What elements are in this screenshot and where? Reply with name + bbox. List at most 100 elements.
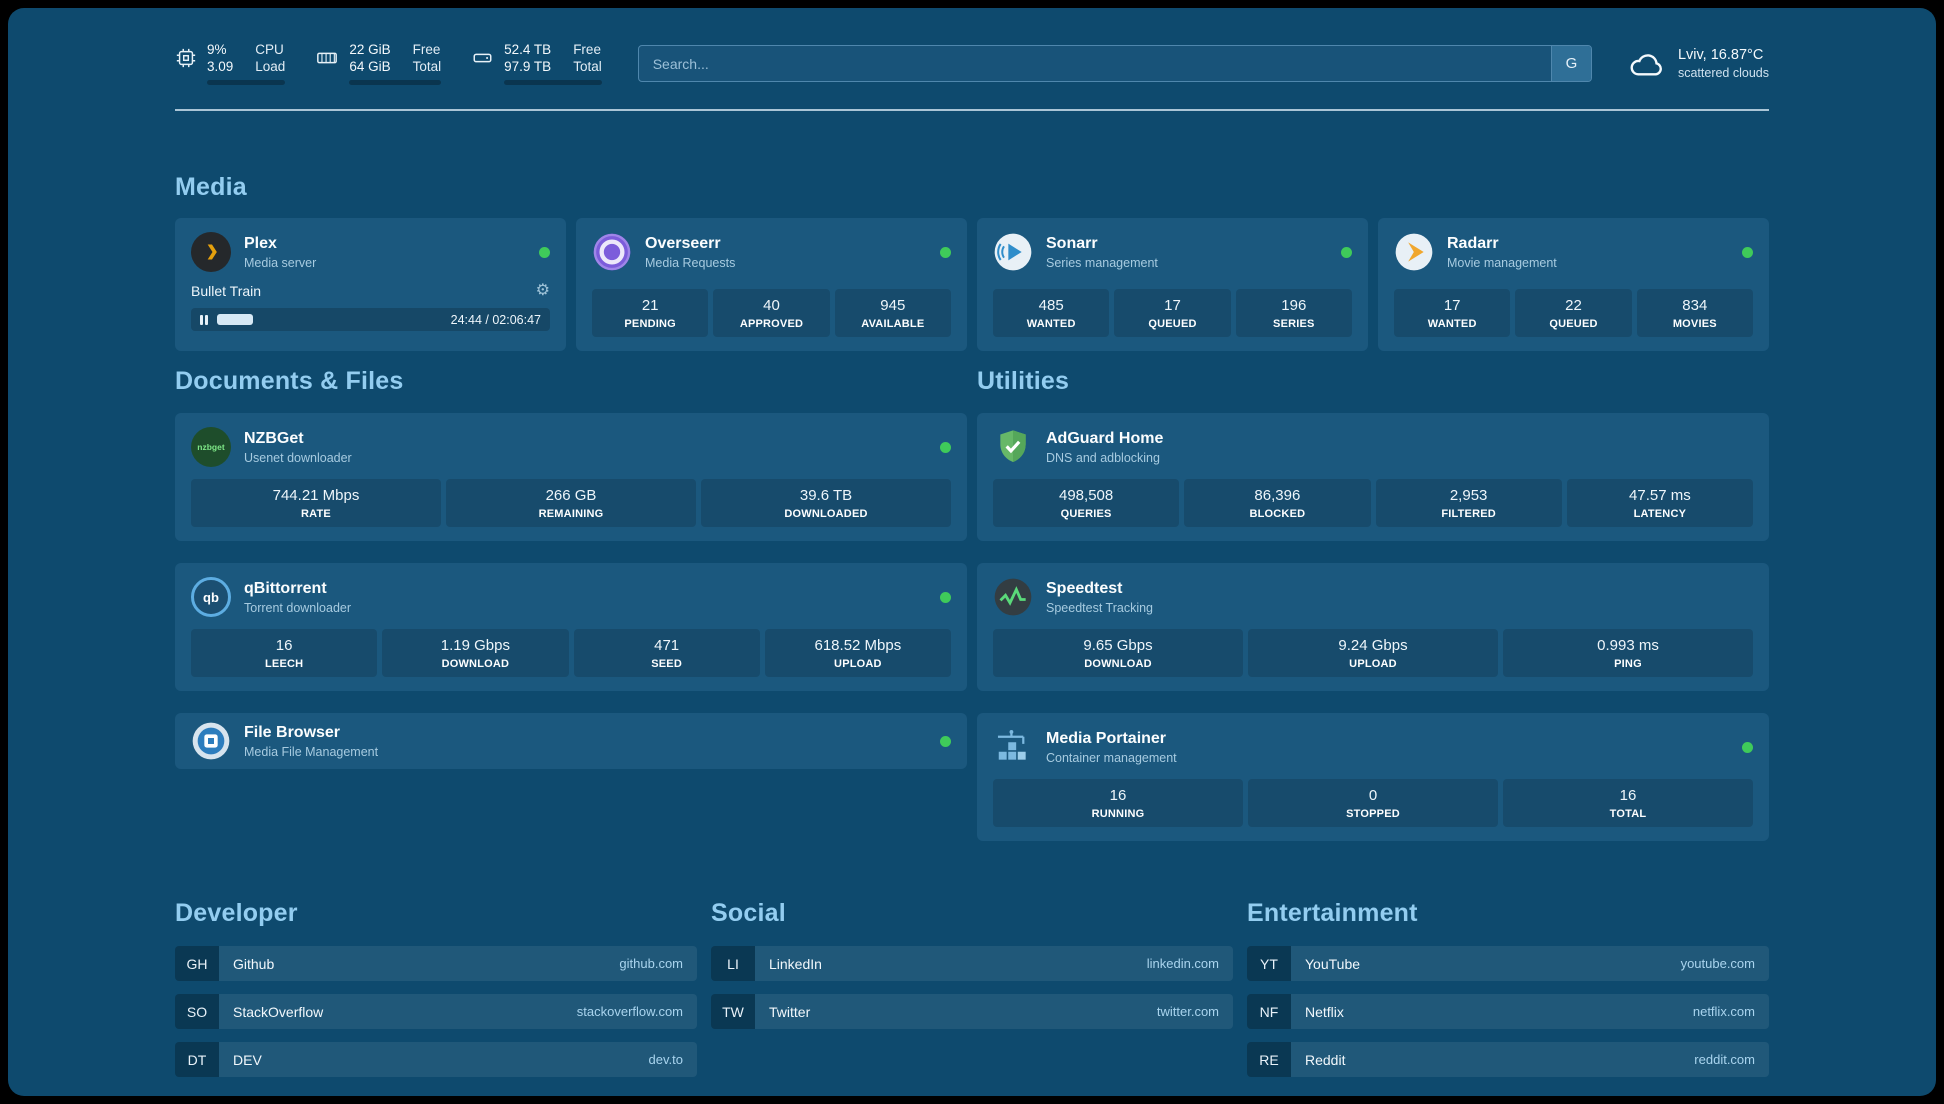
app-card-radarr[interactable]: Radarr Movie management 17 WANTED 22 QUEUE…: [1378, 218, 1769, 351]
dashboard: 9% CPU 3.09 Load 22 GiB: [8, 8, 1936, 1096]
stat-downloaded: 39.6 TB DOWNLOADED: [701, 479, 951, 527]
cpu-label-2: Load: [255, 59, 286, 74]
bookmark-github[interactable]: GH Github github.com: [175, 946, 697, 981]
bookmark-abbr: NF: [1247, 994, 1291, 1029]
bookmark-name: Reddit: [1305, 1051, 1346, 1068]
bookmark-name: StackOverflow: [233, 1003, 324, 1020]
app-name: AdGuard Home: [1046, 429, 1164, 447]
cloud-icon: [1628, 49, 1666, 79]
app-name: Plex: [244, 234, 277, 252]
app-name: Radarr: [1447, 234, 1499, 252]
nzbget-icon: nzbget: [191, 427, 231, 467]
app-subtitle: Media File Management: [244, 744, 379, 759]
ram-value-2: 64 GiB: [349, 59, 391, 74]
top-bar: 9% CPU 3.09 Load 22 GiB: [175, 42, 1769, 85]
app-card-overseerr[interactable]: Overseerr Media Requests 21 PENDING 40 APP…: [576, 218, 967, 351]
cpu-value-1: 9%: [207, 42, 227, 57]
bookmark-abbr: RE: [1247, 1042, 1291, 1077]
disk-metric: 52.4 TB Free 97.9 TB Total: [471, 42, 602, 85]
ram-label-2: Total: [412, 59, 442, 74]
app-card-portainer[interactable]: Media Portainer Container management 16 R…: [977, 713, 1769, 841]
status-dot: [940, 441, 951, 453]
stat-queued: 17 QUEUED: [1114, 289, 1231, 337]
stat-queued: 22 QUEUED: [1515, 289, 1632, 337]
section-heading-documents: Documents & Files: [175, 367, 404, 395]
gear-icon[interactable]: ⚙: [535, 282, 550, 299]
stat-movies: 834 MOVIES: [1636, 289, 1753, 337]
bookmark-dev[interactable]: DT DEV dev.to: [175, 1042, 697, 1077]
stat-latency: 47.57 ms LATENCY: [1566, 479, 1753, 527]
stat-total: 16 TOTAL: [1503, 779, 1753, 827]
ram-label-1: Free: [412, 42, 441, 57]
bookmark-name: YouTube: [1305, 955, 1361, 972]
media-card-row: Plex Media server Bullet Train ⚙ 24:44 /…: [175, 218, 1769, 351]
cpu-label-1: CPU: [255, 42, 284, 57]
playback-time: 24:44 / 02:06:47: [450, 312, 541, 327]
filebrowser-icon: [191, 721, 231, 761]
status-dot: [940, 246, 951, 258]
bookmark-name: LinkedIn: [769, 955, 822, 972]
app-card-speedtest[interactable]: Speedtest Speedtest Tracking 9.65 Gbps DO…: [977, 563, 1769, 691]
app-name: qBittorrent: [244, 579, 327, 597]
stat-seed: 471 SEED: [573, 629, 760, 677]
bookmark-name: DEV: [233, 1051, 262, 1068]
bookmark-url: github.com: [619, 956, 683, 971]
weather-condition: scattered clouds: [1677, 66, 1769, 80]
system-metrics: 9% CPU 3.09 Load 22 GiB: [175, 42, 602, 85]
app-card-qbittorrent[interactable]: qb qBittorrent Torrent downloader 16 LEEC…: [175, 563, 967, 691]
bookmark-youtube[interactable]: YT YouTube youtube.com: [1247, 946, 1769, 981]
bookmark-url: stackoverflow.com: [576, 1004, 683, 1019]
disk-label-2: Total: [573, 59, 602, 74]
disk-progress-bar: [504, 80, 602, 85]
search-input[interactable]: [637, 45, 1592, 82]
cpu-progress-bar: [207, 80, 286, 85]
app-subtitle: DNS and adblocking: [1046, 450, 1160, 465]
app-name: NZBGet: [244, 429, 304, 447]
stat-filtered: 2,953 FILTERED: [1375, 479, 1562, 527]
stat-pending: 21 PENDING: [592, 289, 709, 337]
app-name: Overseerr: [645, 234, 721, 252]
bookmark-netflix[interactable]: NF Netflix netflix.com: [1247, 994, 1769, 1029]
search-bar: G: [637, 45, 1592, 82]
stat-approved: 40 APPROVED: [713, 289, 830, 337]
app-card-sonarr[interactable]: Sonarr Series management 485 WANTED 17 QUE…: [977, 218, 1368, 351]
stat-running: 16 RUNNING: [993, 779, 1243, 827]
status-dot: [1341, 246, 1352, 258]
app-card-plex[interactable]: Plex Media server Bullet Train ⚙ 24:44 /…: [175, 218, 566, 351]
app-subtitle: Usenet downloader: [244, 450, 352, 465]
pause-button[interactable]: [200, 314, 208, 325]
bookmark-abbr: DT: [175, 1042, 219, 1077]
overseerr-icon: [592, 232, 632, 272]
disk-value-1: 52.4 TB: [504, 42, 552, 57]
topbar-divider: [175, 109, 1769, 111]
app-card-filebrowser[interactable]: File Browser Media File Management: [175, 713, 967, 769]
sonarr-icon: [993, 232, 1033, 272]
weather-widget: Lviv, 16.87°C scattered clouds: [1628, 47, 1769, 80]
plex-player-bar: 24:44 / 02:06:47: [191, 308, 550, 331]
status-dot: [539, 246, 550, 258]
portainer-icon: [993, 727, 1033, 767]
bookmark-url: linkedin.com: [1146, 956, 1219, 971]
ram-progress-bar: [349, 80, 442, 85]
app-card-adguard[interactable]: AdGuard Home DNS and adblocking 498,508 Q…: [977, 413, 1769, 541]
section-heading-social: Social: [711, 899, 786, 927]
bookmark-twitter[interactable]: TW Twitter twitter.com: [711, 994, 1233, 1029]
bookmark-url: dev.to: [648, 1052, 683, 1067]
app-subtitle: Torrent downloader: [244, 600, 352, 615]
stat-wanted: 17 WANTED: [1394, 289, 1511, 337]
app-name: File Browser: [244, 723, 341, 741]
bookmark-stackoverflow[interactable]: SO StackOverflow stackoverflow.com: [175, 994, 697, 1029]
bookmark-reddit[interactable]: RE Reddit reddit.com: [1247, 1042, 1769, 1077]
bookmark-linkedin[interactable]: LI LinkedIn linkedin.com: [711, 946, 1233, 981]
cpu-icon: [175, 47, 197, 69]
playback-progress-bar[interactable]: [217, 314, 441, 325]
adguard-icon: [993, 427, 1033, 467]
search-provider-button[interactable]: G: [1550, 46, 1591, 81]
stat-wanted: 485 WANTED: [993, 289, 1110, 337]
stat-upload: 618.52 Mbps UPLOAD: [764, 629, 951, 677]
now-playing-title: Bullet Train: [191, 283, 262, 299]
app-card-nzbget[interactable]: nzbget NZBGet Usenet downloader 744.21 M…: [175, 413, 967, 541]
stat-leech: 16 LEECH: [191, 629, 378, 677]
bookmark-url: twitter.com: [1156, 1004, 1219, 1019]
app-subtitle: Series management: [1046, 255, 1158, 270]
